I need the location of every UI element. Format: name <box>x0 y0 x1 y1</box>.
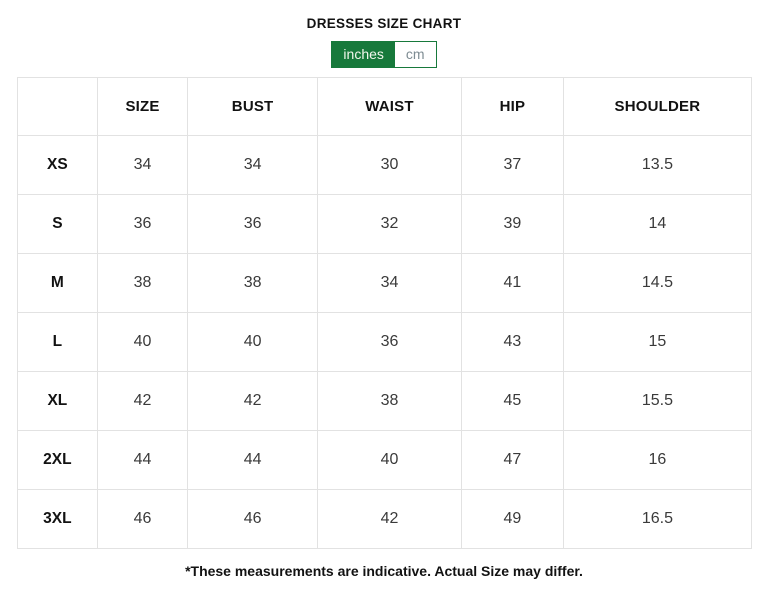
row-label: 2XL <box>16 430 99 490</box>
size-value-cell: 36 <box>317 312 462 372</box>
corner-header-cell <box>16 77 99 136</box>
size-value-cell: 40 <box>97 312 188 372</box>
size-value-cell: 41 <box>460 253 565 313</box>
table-header: SIZE BUST WAIST HIP SHOULDER <box>16 77 752 136</box>
size-value-cell: 49 <box>460 489 565 549</box>
size-value-cell: 16 <box>563 430 752 490</box>
size-value-cell: 39 <box>460 194 565 254</box>
header-row: SIZE BUST WAIST HIP SHOULDER <box>16 77 752 136</box>
size-value-cell: 14.5 <box>563 253 752 313</box>
toggle-inches-button[interactable]: inches <box>332 42 395 67</box>
size-value-cell: 16.5 <box>563 489 752 549</box>
table-row: S 36 36 32 39 14 <box>16 194 752 254</box>
size-value-cell: 34 <box>317 253 462 313</box>
row-label: XS <box>16 135 99 195</box>
row-label: XL <box>16 371 99 431</box>
column-header: HIP <box>460 77 565 136</box>
row-label: L <box>16 312 99 372</box>
size-value-cell: 46 <box>186 489 319 549</box>
size-value-cell: 15 <box>563 312 752 372</box>
measurements-footnote: *These measurements are indicative. Actu… <box>185 563 583 579</box>
size-value-cell: 13.5 <box>563 135 752 195</box>
size-value-cell: 42 <box>186 371 319 431</box>
table-row: 2XL 44 44 40 47 16 <box>16 430 752 490</box>
size-value-cell: 42 <box>97 371 188 431</box>
column-header: SIZE <box>97 77 188 136</box>
table-row: XL 42 42 38 45 15.5 <box>16 371 752 431</box>
table-row: XS 34 34 30 37 13.5 <box>16 135 752 195</box>
size-value-cell: 40 <box>317 430 462 490</box>
size-value-cell: 32 <box>317 194 462 254</box>
unit-toggle-wrap: inches cm <box>0 41 768 68</box>
column-header: WAIST <box>317 77 462 136</box>
size-value-cell: 47 <box>460 430 565 490</box>
size-value-cell: 46 <box>97 489 188 549</box>
size-value-cell: 15.5 <box>563 371 752 431</box>
row-label: 3XL <box>16 489 99 549</box>
size-value-cell: 14 <box>563 194 752 254</box>
column-header: SHOULDER <box>563 77 752 136</box>
unit-toggle: inches cm <box>331 41 437 68</box>
size-value-cell: 43 <box>460 312 565 372</box>
size-value-cell: 30 <box>317 135 462 195</box>
size-chart-table: SIZE BUST WAIST HIP SHOULDER XS 34 34 30 37 13.5 S… <box>16 77 752 549</box>
size-value-cell: 42 <box>317 489 462 549</box>
table-row: 3XL 46 46 42 49 16.5 <box>16 489 752 549</box>
size-value-cell: 34 <box>186 135 319 195</box>
size-value-cell: 37 <box>460 135 565 195</box>
table-body: XS 34 34 30 37 13.5 S 36 36 32 39 14 M 38 38 34 41 14.5 L 4… <box>16 135 752 549</box>
size-value-cell: 38 <box>97 253 188 313</box>
size-value-cell: 38 <box>186 253 319 313</box>
toggle-cm-button[interactable]: cm <box>394 42 436 67</box>
size-value-cell: 40 <box>186 312 319 372</box>
size-value-cell: 38 <box>317 371 462 431</box>
size-value-cell: 36 <box>186 194 319 254</box>
size-value-cell: 34 <box>97 135 188 195</box>
size-value-cell: 44 <box>97 430 188 490</box>
size-value-cell: 45 <box>460 371 565 431</box>
size-value-cell: 36 <box>97 194 188 254</box>
column-header: BUST <box>186 77 319 136</box>
page-title: DRESSES SIZE CHART <box>306 16 462 31</box>
row-label: M <box>16 253 99 313</box>
table-row: L 40 40 36 43 15 <box>16 312 752 372</box>
row-label: S <box>16 194 99 254</box>
table-row: M 38 38 34 41 14.5 <box>16 253 752 313</box>
size-value-cell: 44 <box>186 430 319 490</box>
